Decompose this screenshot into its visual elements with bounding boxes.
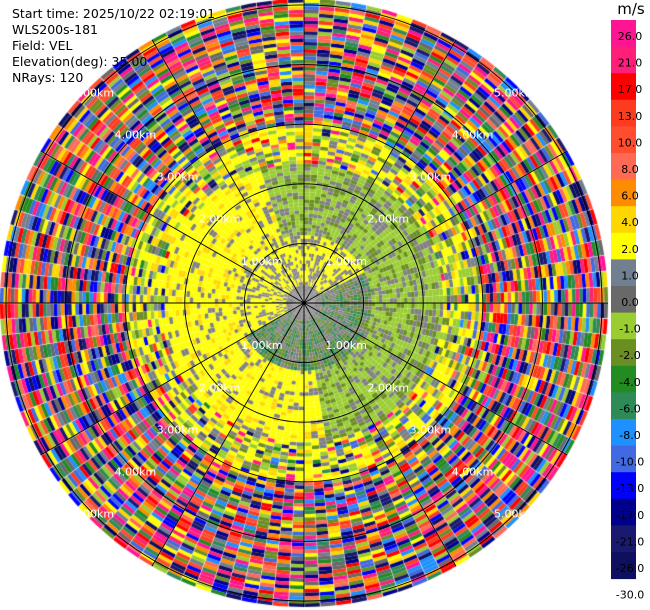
range-ring-label: 2.00km: [199, 381, 241, 394]
colorbar-tick-label: 4.0: [621, 216, 639, 229]
azimuth-spoke: [303, 302, 457, 567]
instrument-label: WLS200s-181: [12, 22, 98, 37]
azimuth-spoke: [151, 302, 305, 567]
range-ring-label: 5.00km: [494, 86, 536, 99]
scan-info: Start time: 2025/10/22 02:19:01 WLS200s-…: [12, 6, 215, 86]
range-ring-label: 3.00km: [410, 171, 452, 184]
azimuth-spoke: [40, 150, 305, 304]
azimuth-spoke: [151, 39, 305, 304]
colorbar-tick-label: 13.0: [618, 110, 643, 123]
colorbar-tick-label: 2.0: [621, 243, 639, 256]
range-ring-label: 5.00km: [72, 508, 114, 521]
colorbar-tick-label: -21.0: [616, 535, 644, 548]
range-ring-label: 3.00km: [410, 423, 452, 436]
colorbar-tick-label: 0.0: [621, 296, 639, 309]
range-ring-label: 5.00km: [494, 508, 536, 521]
colorbar-segment: [611, 525, 636, 553]
colorbar-tick-label: -6.0: [619, 402, 640, 415]
colorbar-segment: [611, 312, 636, 340]
colorbar-tick-label: 26.0: [618, 30, 643, 43]
elevation-label: Elevation(deg): 35.00: [12, 54, 148, 69]
range-ring-label: 4.00km: [452, 466, 494, 479]
colorbar-tick-label: 6.0: [621, 190, 639, 203]
colorbar-tick-label: -10.0: [616, 456, 644, 469]
range-ring-label: 3.00km: [157, 171, 199, 184]
range-ring-label: 3.00km: [157, 423, 199, 436]
colorbar-tick-label: -26.0: [616, 562, 644, 575]
azimuth-spoke: [303, 302, 568, 456]
colorbar-segment: [611, 126, 636, 154]
colorbar-segment: [611, 419, 636, 447]
colorbar-segment: [611, 498, 636, 526]
colorbar-segment: [611, 472, 636, 500]
colorbar-tick-label: -30.0: [616, 589, 644, 602]
range-ring-label: 5.00km: [72, 86, 114, 99]
colorbar-tick-label: -13.0: [616, 482, 644, 495]
colorbar-units: m/s: [617, 0, 645, 18]
colorbar-segment: [611, 392, 636, 420]
colorbar-segment: [611, 179, 636, 207]
colorbar-tick-label: -17.0: [616, 509, 644, 522]
range-ring-label: 1.00km: [241, 339, 283, 352]
colorbar-segment: [611, 365, 636, 393]
field-label: Field: VEL: [12, 38, 73, 53]
range-ring-label: 2.00km: [368, 213, 410, 226]
colorbar-segment: [611, 99, 636, 127]
colorbar-segment: [611, 46, 636, 74]
range-ring-label: 1.00km: [241, 255, 283, 268]
colorbar-segment: [611, 153, 636, 181]
colorbar-tick-label: -2.0: [619, 349, 640, 362]
start-time-label: Start time: 2025/10/22 02:19:01: [12, 6, 216, 21]
range-ring-label: 1.00km: [325, 339, 367, 352]
colorbar-tick-label: 21.0: [618, 57, 643, 70]
colorbar-segment: [611, 552, 636, 580]
range-ring-label: 4.00km: [115, 466, 157, 479]
colorbar-segment: [611, 259, 636, 287]
colorbar-tick-label: 10.0: [618, 136, 643, 149]
azimuth-spoke: [303, 150, 568, 304]
colorbar-tick-label: -4.0: [619, 376, 640, 389]
colorbar-segment: [611, 445, 636, 473]
colorbar-segment: [611, 20, 636, 48]
colorbar-tick-label: 17.0: [618, 83, 643, 96]
azimuth-spoke: [40, 302, 305, 456]
colorbar-tick-label: -8.0: [619, 429, 640, 442]
colorbar-tick-label: 8.0: [621, 163, 639, 176]
azimuth-spoke: [303, 39, 457, 304]
colorbar-segment: [611, 339, 636, 367]
range-ring-label: 2.00km: [368, 381, 410, 394]
colorbar-segment: [611, 206, 636, 234]
range-ring-label: 4.00km: [452, 128, 494, 141]
colorbar-segment: [611, 232, 636, 260]
range-ring-label: 2.00km: [199, 213, 241, 226]
colorbar: 26.0 21.0 17.0 13.0 10.0 8.0 6.0 4.0 2.0 1.0 0.0 -1…: [611, 20, 644, 602]
colorbar-segment: [611, 73, 636, 101]
colorbar-tick-label: 1.0: [621, 269, 639, 282]
colorbar-segment: [611, 286, 636, 314]
range-ring-label: 1.00km: [325, 255, 367, 268]
colorbar-tick-label: -1.0: [619, 323, 640, 336]
range-ring-label: 4.00km: [115, 128, 157, 141]
nrays-label: NRays: 120: [12, 70, 84, 85]
